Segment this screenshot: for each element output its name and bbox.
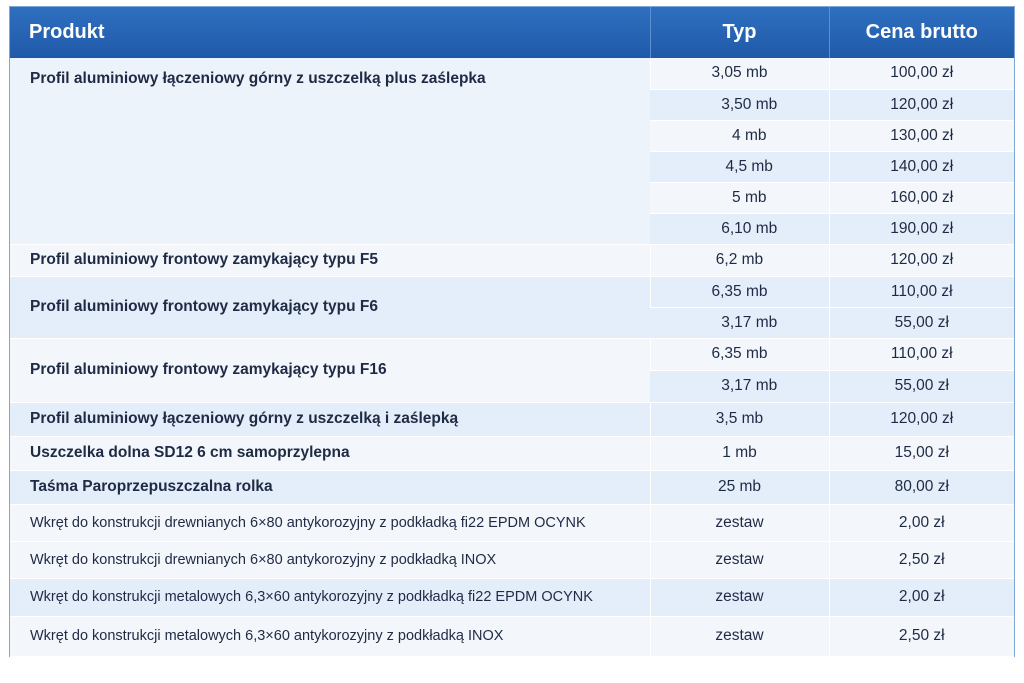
table-row: Profil aluminiowy frontowy zamykający ty… bbox=[10, 276, 1014, 339]
type-cell: 6,10 mb bbox=[650, 213, 829, 245]
header-product: Produkt bbox=[10, 7, 650, 58]
table-row: 3,17 mb 55,00 zł bbox=[10, 370, 1014, 403]
table-row: 4 mb 130,00 zł bbox=[10, 120, 1014, 152]
product-cell: Taśma Paroprzepuszczalna rolka bbox=[10, 470, 650, 505]
price-cell: 15,00 zł bbox=[828, 436, 1014, 471]
type-cell: zestaw bbox=[649, 578, 829, 617]
type-cell: 1 mb bbox=[649, 436, 829, 471]
type-cell: 25 mb bbox=[649, 470, 829, 505]
table-row: Uszczelka dolna SD12 6 cm samoprzylepna … bbox=[10, 436, 1014, 471]
type-cell: zestaw bbox=[649, 504, 829, 542]
price-cell: 2,50 zł bbox=[828, 616, 1014, 657]
price-cell: 110,00 zł bbox=[828, 338, 1014, 371]
price-cell: 160,00 zł bbox=[828, 182, 1014, 214]
table-row: 4,5 mb 140,00 zł bbox=[10, 151, 1014, 183]
table-row: Wkręt do konstrukcji drewnianych 6×80 an… bbox=[10, 504, 1014, 542]
product-cell: Wkręt do konstrukcji metalowych 6,3×60 a… bbox=[10, 616, 650, 657]
price-cell: 130,00 zł bbox=[828, 120, 1014, 152]
type-cell: 3,17 mb bbox=[650, 307, 829, 339]
price-cell: 120,00 zł bbox=[828, 402, 1014, 437]
price-cell: 110,00 zł bbox=[828, 276, 1014, 308]
price-table: Produkt Typ Cena brutto Profil aluminiow… bbox=[10, 7, 1014, 657]
price-cell: 2,00 zł bbox=[828, 504, 1014, 542]
table-row: 3,17 mb 55,00 zł bbox=[10, 307, 1014, 339]
product-cell: Wkręt do konstrukcji metalowych 6,3×60 a… bbox=[10, 578, 650, 617]
table-header-row: Produkt Typ Cena brutto bbox=[10, 7, 1014, 58]
type-cell: 3,5 mb bbox=[649, 402, 829, 437]
type-cell: 3,05 mb bbox=[649, 58, 829, 90]
table-row: Profil aluminiowy frontowy zamykający ty… bbox=[10, 244, 1014, 277]
price-cell: 55,00 zł bbox=[828, 307, 1014, 339]
price-table-frame: Produkt Typ Cena brutto Profil aluminiow… bbox=[9, 6, 1015, 657]
product-cell: Wkręt do konstrukcji drewnianych 6×80 an… bbox=[10, 504, 650, 542]
table-row: Taśma Paroprzepuszczalna rolka 25 mb 80,… bbox=[10, 470, 1014, 505]
product-cell: Uszczelka dolna SD12 6 cm samoprzylepna bbox=[10, 436, 650, 471]
product-cell: Wkręt do konstrukcji drewnianych 6×80 an… bbox=[10, 541, 650, 579]
type-cell: 5 mb bbox=[650, 182, 829, 214]
product-cell: Profil aluminiowy frontowy zamykający ty… bbox=[10, 338, 650, 403]
price-cell: 100,00 zł bbox=[828, 58, 1014, 90]
price-cell: 2,50 zł bbox=[828, 541, 1014, 579]
type-cell: 6,35 mb bbox=[649, 276, 829, 308]
table-row: 6,10 mb 190,00 zł bbox=[10, 213, 1014, 245]
table-row: Profil aluminiowy frontowy zamykający ty… bbox=[10, 338, 1014, 403]
product-cell: Profil aluminiowy frontowy zamykający ty… bbox=[10, 276, 650, 339]
product-cell: Profil aluminiowy frontowy zamykający ty… bbox=[10, 244, 650, 277]
header-price: Cena brutto bbox=[828, 7, 1014, 58]
table-row: Profil aluminiowy łączeniowy górny z usz… bbox=[10, 402, 1014, 437]
price-cell: 190,00 zł bbox=[828, 213, 1014, 245]
header-type: Typ bbox=[649, 7, 829, 58]
price-cell: 120,00 zł bbox=[828, 244, 1014, 277]
type-cell: 4 mb bbox=[650, 120, 829, 152]
type-cell: 3,17 mb bbox=[650, 370, 829, 403]
price-cell: 55,00 zł bbox=[828, 370, 1014, 403]
table-row: 3,50 mb 120,00 zł bbox=[10, 89, 1014, 121]
price-cell: 140,00 zł bbox=[828, 151, 1014, 183]
type-cell: 6,35 mb bbox=[649, 338, 829, 371]
type-cell: 6,2 mb bbox=[649, 244, 829, 277]
table-row: Wkręt do konstrukcji drewnianych 6×80 an… bbox=[10, 541, 1014, 579]
table-row: Wkręt do konstrukcji metalowych 6,3×60 a… bbox=[10, 578, 1014, 617]
table-row: Wkręt do konstrukcji metalowych 6,3×60 a… bbox=[10, 616, 1014, 657]
product-cell: Profil aluminiowy łączeniowy górny z usz… bbox=[10, 58, 650, 245]
product-cell: Profil aluminiowy łączeniowy górny z usz… bbox=[10, 402, 650, 437]
type-cell: 3,50 mb bbox=[650, 89, 829, 121]
type-cell: 4,5 mb bbox=[650, 151, 829, 183]
price-cell: 120,00 zł bbox=[828, 89, 1014, 121]
price-cell: 80,00 zł bbox=[828, 470, 1014, 505]
price-cell: 2,00 zł bbox=[828, 578, 1014, 617]
type-cell: zestaw bbox=[649, 541, 829, 579]
table-row: 5 mb 160,00 zł bbox=[10, 182, 1014, 214]
table-row: Profil aluminiowy łączeniowy górny z usz… bbox=[10, 58, 1014, 245]
type-cell: zestaw bbox=[649, 616, 829, 657]
